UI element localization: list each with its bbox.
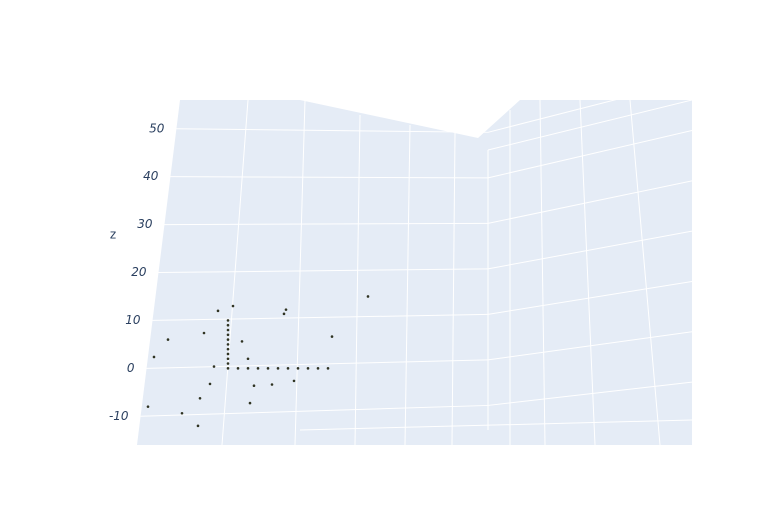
point <box>296 367 300 370</box>
grid-line <box>158 268 489 273</box>
z-tick-label: -10 <box>109 409 129 423</box>
grid-line <box>140 404 489 417</box>
grid-line <box>487 100 617 133</box>
point <box>246 357 250 361</box>
grid-line <box>487 381 692 406</box>
point <box>226 323 230 327</box>
grid-line <box>629 100 661 445</box>
point <box>202 331 206 335</box>
point <box>366 295 370 298</box>
point <box>212 365 216 368</box>
z-tick-label: 50 <box>149 121 165 135</box>
grid-line <box>164 222 489 226</box>
point <box>248 401 252 405</box>
point <box>216 309 220 313</box>
grid-line <box>404 124 411 445</box>
pane <box>137 100 692 445</box>
point <box>198 396 202 400</box>
grid-line <box>451 132 456 445</box>
point <box>286 367 290 370</box>
z-tick-label: 40 <box>143 169 159 183</box>
point <box>240 340 244 343</box>
point <box>282 312 286 316</box>
point <box>246 367 250 370</box>
point <box>146 405 150 408</box>
grid-line <box>299 419 692 431</box>
grid-line <box>146 359 489 369</box>
grid-line <box>152 313 489 321</box>
grid <box>221 100 692 445</box>
grid-line <box>487 130 692 179</box>
point <box>208 382 212 386</box>
grid-line <box>487 331 692 361</box>
point <box>226 343 230 346</box>
grid-line <box>354 114 361 445</box>
z-tick-label: 30 <box>137 217 153 231</box>
point <box>231 304 235 308</box>
point <box>252 384 256 388</box>
point <box>256 367 260 370</box>
point <box>326 367 330 370</box>
point <box>226 347 230 351</box>
point <box>330 335 334 338</box>
grid-line <box>487 180 692 224</box>
point <box>152 355 156 359</box>
grid-line <box>294 100 306 445</box>
z-tick-label: 10 <box>125 313 141 327</box>
point <box>266 367 270 370</box>
point <box>270 383 274 386</box>
grid-line <box>487 230 692 270</box>
grid-line <box>579 100 596 445</box>
point <box>316 367 320 370</box>
point <box>226 352 230 356</box>
grid-line <box>487 100 692 151</box>
point <box>180 411 184 415</box>
point <box>306 367 310 370</box>
point <box>226 328 230 332</box>
grid-line <box>221 100 249 445</box>
point <box>292 379 296 383</box>
point <box>236 367 240 370</box>
grid-line <box>176 128 489 133</box>
point <box>226 367 230 370</box>
point <box>276 367 280 370</box>
z-tick-label: 20 <box>131 265 147 279</box>
grid-line <box>170 176 489 179</box>
point <box>284 308 288 311</box>
point <box>226 333 230 337</box>
point <box>226 362 230 365</box>
point <box>196 424 200 428</box>
scene <box>137 100 692 445</box>
point <box>166 338 170 341</box>
point <box>226 319 230 322</box>
z-tick-label: 0 <box>127 361 135 375</box>
grid-line <box>539 100 546 445</box>
point <box>226 338 230 341</box>
point <box>226 357 230 361</box>
grid-line <box>487 280 692 315</box>
z-axis-title: z <box>110 228 116 242</box>
